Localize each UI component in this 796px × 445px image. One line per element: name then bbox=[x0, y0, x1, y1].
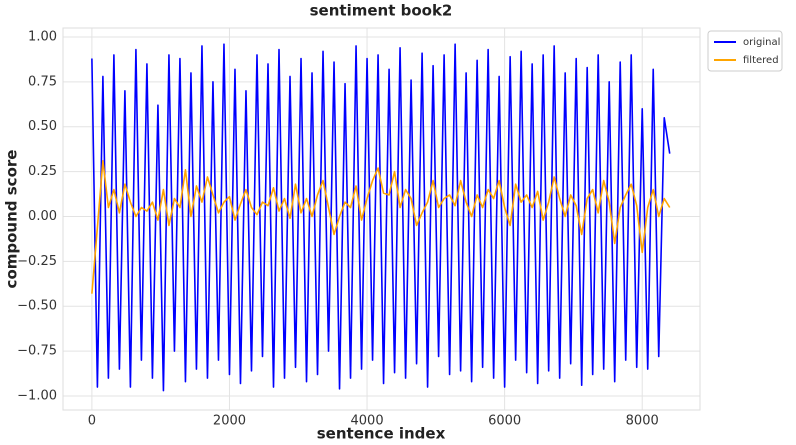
series-line bbox=[91, 43, 671, 392]
legend-label: original bbox=[743, 37, 780, 48]
x-tick-label: 6000 bbox=[488, 414, 521, 429]
y-tick-label: 1.00 bbox=[28, 29, 57, 44]
y-tick-label: −0.50 bbox=[17, 299, 57, 314]
y-tick-label: −0.75 bbox=[17, 344, 57, 359]
x-tick-label: 4000 bbox=[351, 414, 384, 429]
legend-label: filtered bbox=[743, 55, 779, 66]
y-tick-label: −0.25 bbox=[17, 254, 57, 269]
y-tick-label: 0.25 bbox=[28, 164, 57, 179]
plot-frame bbox=[62, 27, 701, 411]
y-tick-label: 0.50 bbox=[28, 119, 57, 134]
y-tick-label: 0.00 bbox=[28, 209, 57, 224]
x-tick-label: 8000 bbox=[626, 414, 659, 429]
series-line bbox=[91, 160, 671, 294]
y-axis-label: compound score bbox=[3, 150, 21, 289]
y-tick-label: 0.75 bbox=[28, 74, 57, 89]
x-axis-label: sentence index bbox=[317, 425, 446, 443]
x-tick-label: 2000 bbox=[213, 414, 246, 429]
x-tick-label: 0 bbox=[88, 414, 96, 429]
y-tick-label: −1.00 bbox=[17, 388, 57, 403]
chart-title: sentiment book2 bbox=[310, 2, 453, 20]
